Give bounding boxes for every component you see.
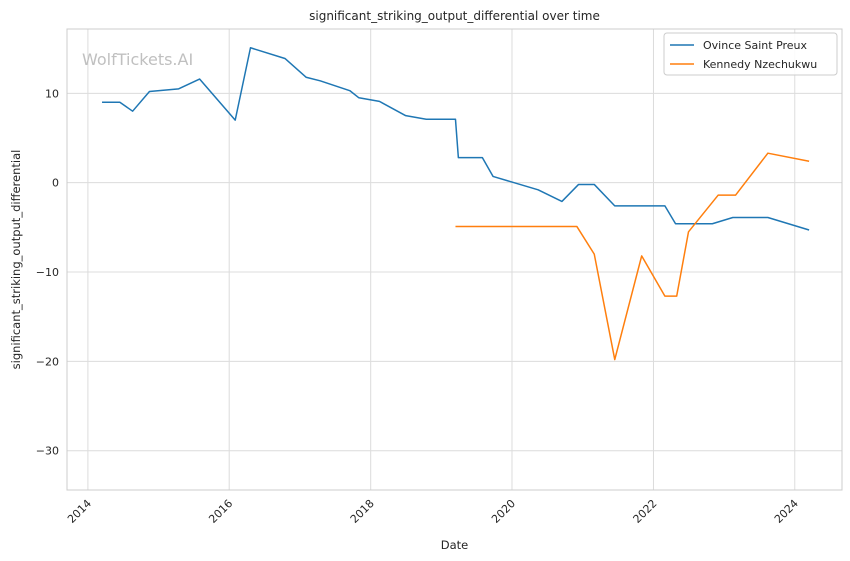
y-tick-label: −20 xyxy=(36,355,59,368)
y-tick-label: −10 xyxy=(36,266,59,279)
y-tick-label: 0 xyxy=(52,177,59,190)
plot-frame xyxy=(66,28,843,491)
y-axis-label: significant_striking_output_differential xyxy=(9,150,23,370)
chart-title: significant_striking_output_differential… xyxy=(309,9,600,23)
y-ticks: 10 0 −10 −20 −30 xyxy=(36,87,59,457)
series-line-kennedy-nzechukwu xyxy=(455,152,810,361)
y-tick-label: 10 xyxy=(45,87,59,100)
legend-box xyxy=(663,32,838,76)
y-tick-label: −30 xyxy=(36,445,59,458)
grid xyxy=(67,29,842,490)
series-layer xyxy=(102,47,810,361)
legend: Ovince Saint Preux Kennedy Nzechukwu xyxy=(663,32,838,76)
plot-area xyxy=(67,29,842,490)
legend-label-kennedy-nzechukwu: Kennedy Nzechukwu xyxy=(703,58,817,71)
x-axis-label: Date xyxy=(441,538,469,552)
legend-label-ovince-saint-preux: Ovince Saint Preux xyxy=(703,39,808,52)
watermark: WolfTickets.AI xyxy=(82,50,193,69)
